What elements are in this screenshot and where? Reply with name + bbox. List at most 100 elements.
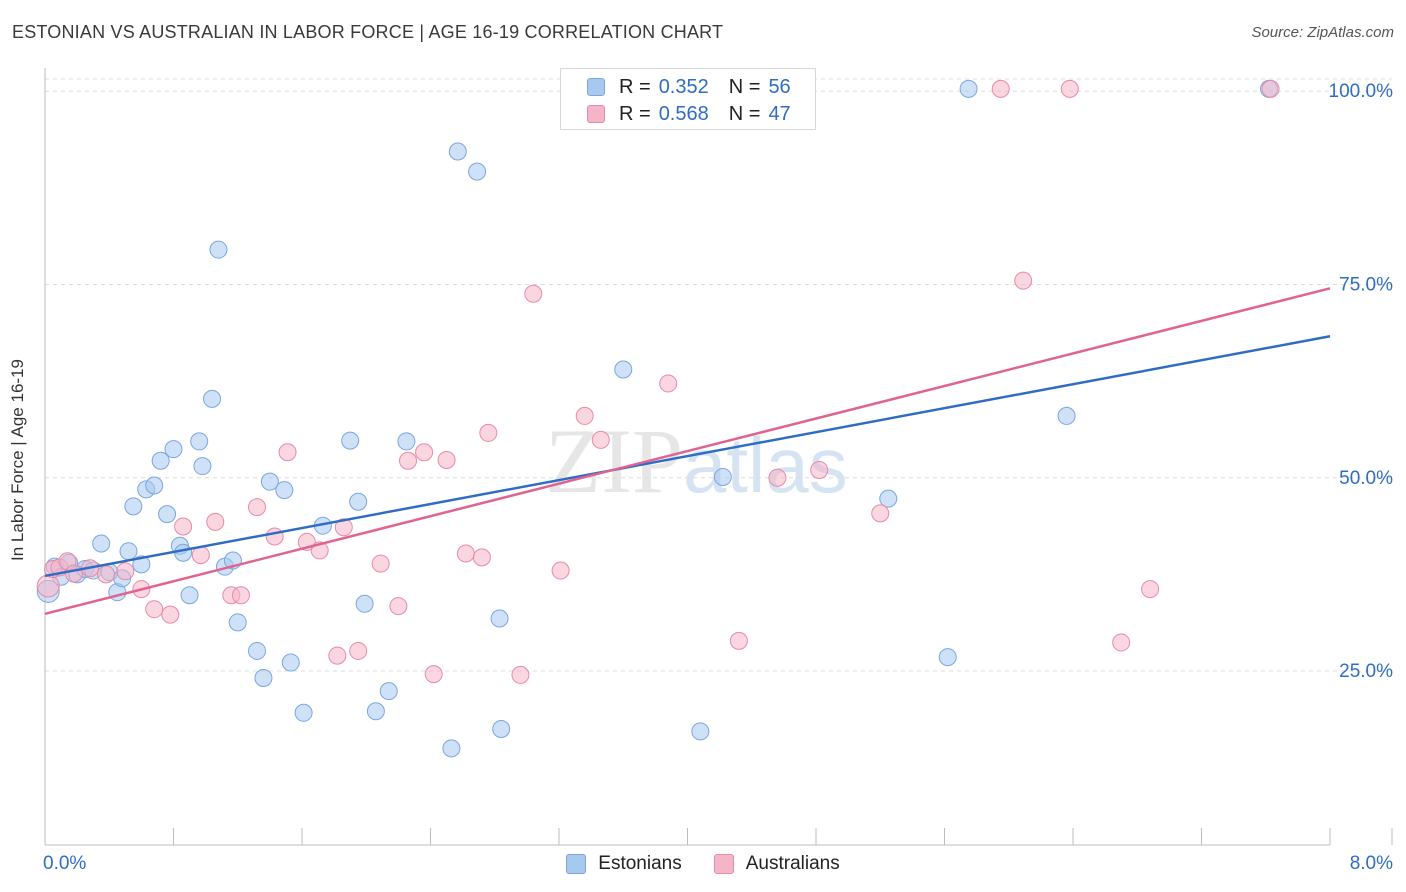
gridlines	[45, 78, 1392, 672]
legend-swatch-estonians	[587, 78, 605, 96]
point-australians-46	[1112, 633, 1131, 652]
point-estonians-7	[92, 534, 111, 553]
stats-legend: R = 0.352 N = 56 R = 0.568 N = 47	[560, 68, 816, 130]
point-estonians-12	[124, 497, 143, 516]
point-australians-28	[424, 665, 443, 684]
watermark-zip: ZIPatlas	[545, 410, 848, 512]
legend-n-value: 47	[768, 102, 791, 125]
point-estonians-13	[132, 555, 151, 574]
point-estonians-23	[193, 457, 212, 476]
chart-source: Source: ZipAtlas.com	[1251, 24, 1394, 41]
point-australians-45	[1060, 79, 1079, 98]
point-estonians-42	[442, 739, 461, 758]
point-australians-39	[729, 631, 748, 650]
point-australians-41	[810, 461, 829, 480]
point-australians-36	[575, 406, 594, 425]
point-estonians-46	[492, 720, 511, 739]
point-australians-21	[328, 646, 347, 665]
legend-row-australians: R = 0.568 N = 47	[587, 101, 791, 127]
point-australians-6	[97, 565, 116, 584]
point-estonians-18	[164, 440, 183, 459]
point-australians-22	[334, 518, 353, 537]
point-australians-23	[349, 641, 368, 660]
legend-swatch-estonians	[566, 854, 587, 874]
point-estonians-34	[294, 703, 313, 722]
legend-item-australians[interactable]: Australians	[713, 853, 840, 875]
legend-n-label: N =	[728, 102, 761, 125]
point-estonians-22	[190, 432, 209, 451]
point-estonians-44	[468, 162, 487, 181]
tick-labels: 25.0% 50.0% 75.0% 100.0% 0.0% 8.0%	[43, 81, 1393, 874]
legend-r-value: 0.568	[658, 102, 709, 125]
point-estonians-50	[879, 489, 898, 508]
series-australians	[36, 79, 1280, 684]
point-estonians-49	[713, 467, 732, 486]
point-estonians-41	[397, 432, 416, 451]
x-tick-label-max: 8.0%	[1350, 853, 1393, 874]
point-estonians-38	[355, 594, 374, 613]
point-estonians-15	[145, 476, 164, 495]
point-australians-29	[437, 450, 456, 469]
legend-n-value: 56	[768, 75, 791, 98]
chart-title: ESTONIAN VS AUSTRALIAN IN LABOR FORCE | …	[12, 22, 724, 42]
legend-item-estonians[interactable]: Estonians	[566, 853, 682, 875]
point-australians-31	[472, 548, 491, 567]
legend-r-label: R =	[619, 75, 651, 98]
point-estonians-43	[448, 142, 467, 161]
point-estonians-32	[275, 481, 294, 500]
point-australians-27	[415, 443, 434, 462]
legend-r-value: 0.352	[658, 75, 709, 98]
point-australians-44	[1014, 271, 1033, 290]
point-estonians-37	[349, 492, 368, 511]
axes	[44, 68, 1393, 846]
point-estonians-11	[119, 542, 138, 561]
point-estonians-25	[209, 240, 228, 259]
point-australians-24	[371, 554, 390, 573]
legend-label-australians: Australians	[745, 853, 840, 874]
point-estonians-20	[174, 543, 193, 562]
point-australians-15	[231, 586, 250, 605]
point-australians-9	[145, 600, 164, 619]
point-estonians-29	[248, 641, 267, 660]
legend-swatch-australians	[713, 854, 734, 874]
y-tick-label-2: 75.0%	[1339, 274, 1393, 295]
point-australians-25	[389, 597, 408, 616]
legend-n-label: N =	[728, 75, 761, 98]
point-estonians-47	[614, 360, 633, 379]
point-estonians-52	[959, 79, 978, 98]
point-australians-40	[768, 468, 787, 487]
legend-swatch-australians	[587, 105, 605, 123]
point-australians-48	[1261, 79, 1280, 98]
x-tick-label-min: 0.0%	[43, 853, 86, 874]
point-estonians-16	[151, 451, 170, 470]
point-estonians-24	[203, 389, 222, 408]
point-australians-13	[206, 512, 225, 531]
point-estonians-51	[938, 648, 957, 667]
point-australians-42	[871, 504, 890, 523]
legend-label-estonians: Estonians	[598, 853, 682, 874]
point-australians-33	[511, 665, 530, 684]
point-australians-16	[248, 498, 267, 517]
point-estonians-31	[260, 472, 279, 491]
point-estonians-53	[1057, 406, 1076, 425]
point-estonians-36	[341, 431, 360, 450]
point-australians-32	[479, 423, 498, 442]
point-australians-18	[278, 443, 297, 462]
point-estonians-39	[366, 702, 385, 721]
point-australians-26	[399, 451, 418, 470]
legend-r-label: R =	[619, 102, 651, 125]
point-estonians-17	[158, 505, 177, 524]
y-tick-label-0: 25.0%	[1339, 661, 1393, 682]
point-australians-7	[116, 562, 135, 581]
point-australians-37	[591, 430, 610, 449]
point-estonians-28	[228, 613, 247, 632]
point-estonians-21	[180, 586, 199, 605]
point-estonians-48	[691, 722, 710, 741]
point-estonians-40	[379, 682, 398, 701]
point-australians-43	[991, 79, 1010, 98]
point-australians-35	[551, 561, 570, 580]
point-australians-34	[524, 284, 543, 303]
point-estonians-45	[490, 609, 509, 628]
point-australians-11	[174, 517, 193, 536]
